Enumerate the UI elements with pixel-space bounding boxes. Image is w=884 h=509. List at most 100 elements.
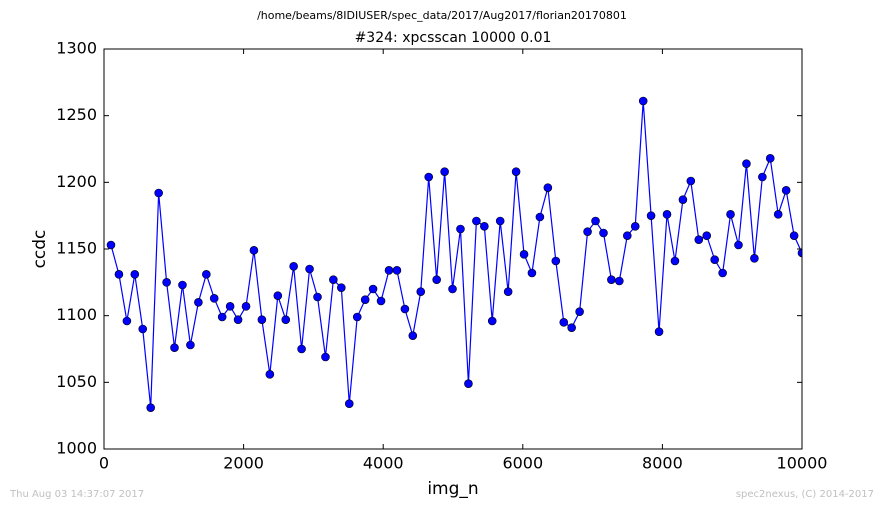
- data-point: [360, 295, 370, 304]
- data-point: [734, 240, 743, 250]
- y-tick-label: 1200: [56, 172, 97, 191]
- data-point: [130, 270, 140, 279]
- x-tick-label: 0: [99, 454, 109, 473]
- x-tick-label: 4000: [363, 454, 404, 473]
- data-point: [337, 283, 346, 292]
- data-point: [543, 183, 553, 192]
- data-point: [797, 248, 802, 258]
- y-tick-label: 1250: [56, 105, 97, 124]
- data-point: [551, 256, 561, 266]
- data-point: [503, 287, 513, 296]
- data-point: [408, 331, 418, 340]
- data-point: [376, 296, 386, 306]
- data-point: [599, 228, 608, 238]
- data-point: [249, 246, 259, 255]
- chart-title: #324: xpcsscan 10000 0.01: [355, 30, 552, 46]
- data-point: [138, 324, 148, 334]
- data-point: [750, 254, 759, 263]
- data-point: [765, 154, 775, 163]
- data-point: [233, 315, 243, 324]
- data-point: [773, 210, 783, 219]
- data-point: [321, 352, 330, 362]
- data-point: [615, 276, 624, 286]
- data-point: [654, 327, 664, 336]
- data-point: [209, 294, 219, 303]
- data-point: [670, 256, 680, 266]
- data-point: [495, 216, 505, 226]
- data-point: [646, 211, 656, 220]
- y-tick-label: 1050: [56, 372, 97, 391]
- plot-area: [106, 96, 802, 412]
- data-point: [567, 323, 576, 332]
- data-point: [638, 96, 648, 106]
- data-point: [789, 231, 799, 240]
- data-point: [472, 216, 481, 226]
- data-point: [519, 250, 529, 259]
- data-point: [122, 316, 132, 326]
- y-tick-label: 1100: [56, 305, 97, 324]
- data-point: [194, 298, 203, 307]
- data-point: [352, 312, 362, 322]
- data-point: [217, 312, 227, 322]
- x-tick-label: 2000: [223, 454, 264, 473]
- data-point: [186, 340, 195, 350]
- data-point: [464, 379, 473, 388]
- data-point: [726, 210, 735, 219]
- y-tick-label: 1000: [56, 439, 97, 458]
- data-point: [781, 186, 791, 195]
- data-point: [607, 275, 616, 284]
- data-line: [110, 100, 802, 408]
- data-point: [265, 370, 275, 379]
- data-point: [162, 278, 171, 287]
- data-point: [368, 284, 378, 294]
- x-tick-label: 8000: [642, 454, 683, 473]
- data-point: [710, 255, 719, 264]
- data-point: [527, 268, 537, 278]
- data-point: [114, 270, 124, 279]
- data-point: [146, 403, 155, 412]
- data-point: [297, 344, 306, 354]
- data-point: [289, 262, 298, 271]
- data-point: [662, 210, 672, 219]
- data-point: [535, 212, 545, 222]
- data-point: [630, 222, 640, 231]
- data-point: [392, 266, 402, 275]
- data-point: [257, 315, 267, 324]
- data-point: [178, 280, 187, 290]
- y-tick-label: 1150: [56, 239, 97, 258]
- data-point: [678, 195, 688, 204]
- data-point: [225, 302, 235, 311]
- data-point: [154, 188, 163, 198]
- data-point: [487, 316, 497, 326]
- data-point: [511, 167, 521, 176]
- data-point: [702, 231, 712, 240]
- data-point: [305, 264, 314, 274]
- data-point: [456, 224, 465, 234]
- data-point: [559, 318, 569, 327]
- data-point: [202, 270, 211, 279]
- data-point: [424, 172, 434, 182]
- data-point: [742, 159, 751, 168]
- data-point: [440, 167, 449, 176]
- y-tick-label: 1300: [56, 39, 97, 58]
- x-tick-label: 6000: [502, 454, 543, 473]
- suptitle: /home/beams/8IDIUSER/spec_data/2017/Aug2…: [257, 9, 627, 22]
- data-point: [432, 275, 441, 284]
- data-point: [694, 235, 704, 244]
- data-point: [329, 275, 338, 284]
- data-point: [758, 172, 767, 182]
- data-point: [313, 292, 322, 302]
- credit: spec2nexus, (C) 2014-2017: [736, 489, 874, 500]
- data-point: [281, 315, 291, 324]
- data-point: [622, 231, 632, 240]
- timestamp: Thu Aug 03 14:37:07 2017: [9, 489, 144, 500]
- data-point: [106, 240, 116, 250]
- data-point: [591, 216, 600, 226]
- data-point: [241, 302, 251, 311]
- plot-frame: [103, 48, 803, 450]
- data-point: [718, 268, 727, 278]
- data-point: [170, 343, 179, 352]
- data-point: [480, 222, 489, 231]
- y-axis-label: ccdc: [30, 230, 50, 269]
